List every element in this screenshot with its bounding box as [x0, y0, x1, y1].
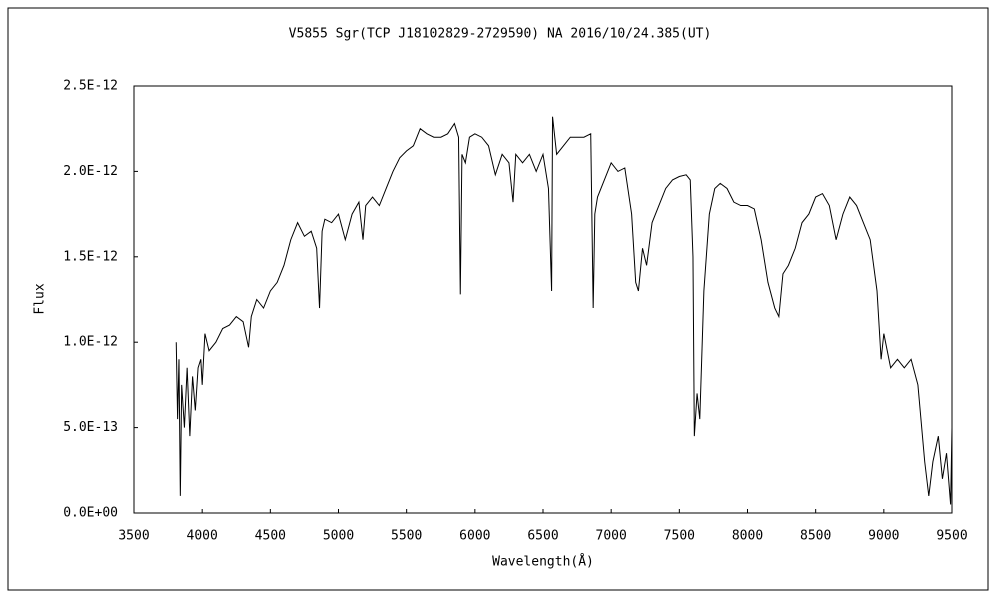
- x-tick-label: 5000: [323, 529, 354, 544]
- x-tick-label: 5500: [391, 529, 422, 544]
- frame: [7, 7, 989, 591]
- y-tick-label: 2.0E-12: [63, 164, 118, 179]
- x-tick-label: 7000: [596, 529, 627, 544]
- x-tick-label: 8000: [732, 529, 763, 544]
- y-tick-label: 5.0E-13: [63, 420, 118, 435]
- x-tick-label: 9500: [936, 529, 967, 544]
- x-tick-label: 3500: [118, 529, 149, 544]
- x-tick-label: 6500: [527, 529, 558, 544]
- x-tick-label: 4500: [255, 529, 286, 544]
- chart-title: V5855 Sgr(TCP J18102829-2729590) NA 2016…: [289, 27, 712, 42]
- x-tick-label: 6000: [459, 529, 490, 544]
- y-tick-label: 1.5E-12: [63, 249, 118, 264]
- y-tick-label: 1.0E-12: [63, 335, 118, 350]
- x-tick-label: 7500: [664, 529, 695, 544]
- x-axis-label: Wavelength(Å): [492, 554, 594, 570]
- x-tick-label: 4000: [187, 529, 218, 544]
- x-tick-label: 8500: [800, 529, 831, 544]
- x-tick-label: 9000: [868, 529, 899, 544]
- y-axis-label: Flux: [33, 283, 48, 314]
- y-tick-label: 0.0E+00: [63, 506, 118, 521]
- spectrum-line: [175, 116, 953, 505]
- y-tick-label: 2.5E-12: [63, 79, 118, 94]
